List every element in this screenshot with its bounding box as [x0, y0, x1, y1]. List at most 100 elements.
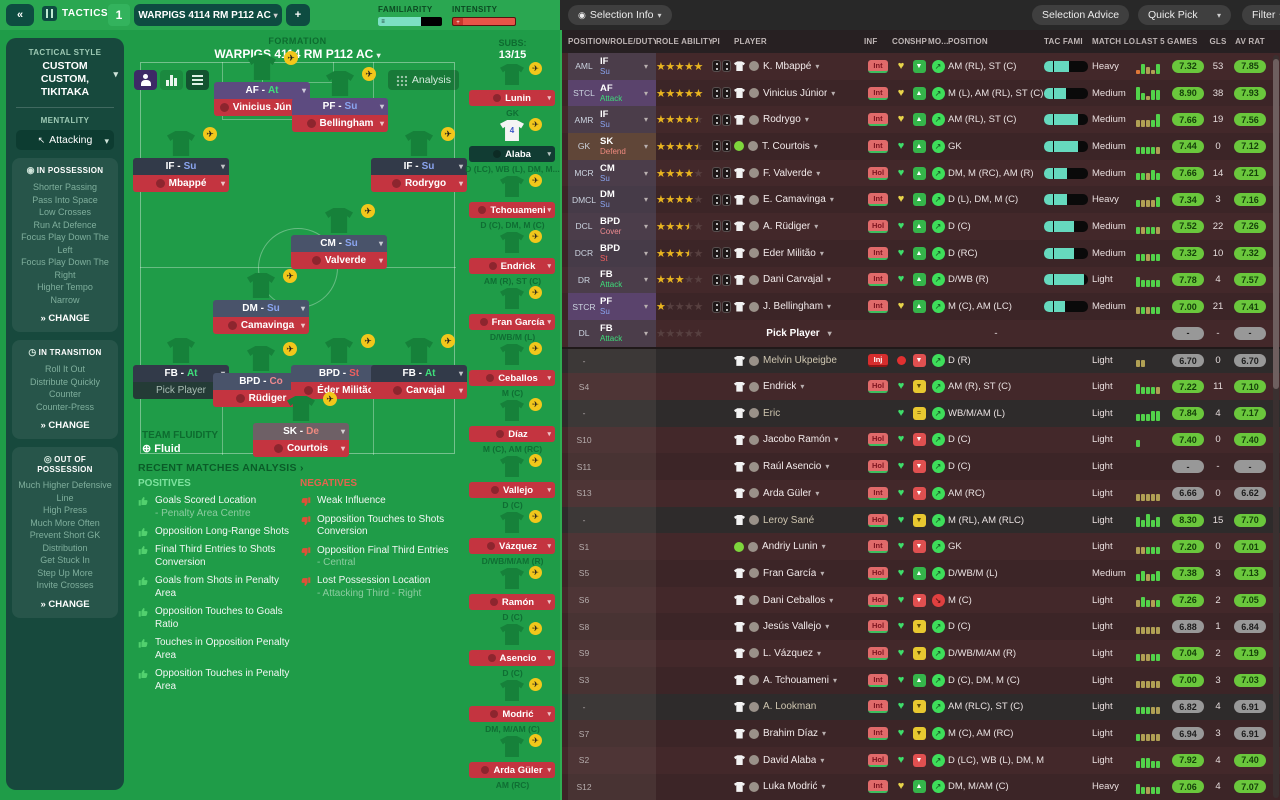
- player-row[interactable]: STCL AF Attack ▾ ★★★★★ ★★★★★ Vinicius Júnior ▾ I…: [562, 79, 1280, 107]
- back-button[interactable]: «: [6, 4, 34, 26]
- pitch-player-dropdown[interactable]: Bellingham ▾: [292, 115, 388, 132]
- pitch-role-dropdown[interactable]: IF - Su ▾: [371, 158, 467, 175]
- player-cell[interactable]: Andriy Lunin ▾: [734, 533, 864, 560]
- player-row[interactable]: S13 Arda Güler ▾ Int ♥ ▼ ↗ AM (RC) Light 6.66 0 6.6…: [562, 480, 1280, 507]
- analysis-button[interactable]: Analysis: [387, 70, 459, 90]
- sub-player-dropdown[interactable]: Díaz ▾: [469, 426, 555, 442]
- player-cell[interactable]: J. Bellingham ▾: [734, 293, 864, 320]
- sub-player-dropdown[interactable]: Fran García ▾: [469, 314, 555, 330]
- player-cell[interactable]: Vinicius Júnior ▾: [734, 80, 864, 107]
- list-view-button[interactable]: [186, 70, 209, 90]
- player-row[interactable]: S1 Andriy Lunin ▾ Int ♥ ▼ ↗ GK Light 7.20 0 7.01: [562, 533, 1280, 561]
- filter-dropdown[interactable]: Filter▾: [1242, 5, 1280, 25]
- role-duty-cell[interactable]: [600, 506, 644, 534]
- player-cell[interactable]: Melvin Ukpeigbe: [734, 349, 864, 374]
- role-duty-cell[interactable]: [600, 480, 644, 507]
- player-row[interactable]: S4 Endrick ▾ Hol ♥ ▼ ↗ AM (R), ST (C) Light 7.22 1…: [562, 373, 1280, 400]
- column-header[interactable]: MATCH LOAD: [1092, 37, 1136, 46]
- column-header[interactable]: LAST 5 GAMES: [1136, 37, 1198, 46]
- sub-player-dropdown[interactable]: Lunin ▾: [469, 90, 555, 106]
- player-row[interactable]: S11 Raúl Asencio ▾ Hol ♥ ▼ ↗ D (C) Light - - -: [562, 453, 1280, 480]
- player-cell[interactable]: David Alaba ▾: [734, 747, 864, 774]
- table-scrollbar[interactable]: [1273, 55, 1279, 798]
- player-row[interactable]: S8 Jesús Vallejo ▾ Hol ♥ ▼ ↗ D (C) Light 6.88 1 6.8…: [562, 613, 1280, 641]
- column-header[interactable]: ROLE ABILITY ▼: [656, 37, 712, 46]
- change-button[interactable]: » CHANGE: [40, 313, 90, 324]
- player-cell[interactable]: K. Mbappé ▾: [734, 53, 864, 80]
- pitch-role-dropdown[interactable]: PF - Su ▾: [292, 98, 388, 115]
- pitch-role-dropdown[interactable]: FB - At▾: [371, 365, 467, 382]
- player-row[interactable]: S9 L. Vázquez ▾ Hol ♥ ▼ ↗ D/WB/M/AM (R) Light 7.0…: [562, 640, 1280, 667]
- player-row[interactable]: S6 Dani Ceballos ▾ Hol ♥ ▼ ↘ M (C) Light 7.26 2 7.0…: [562, 586, 1280, 614]
- scrollbar-thumb[interactable]: [1273, 59, 1279, 389]
- role-duty-cell[interactable]: [600, 560, 644, 587]
- sub-player-dropdown[interactable]: Tchouameni ▾: [469, 202, 555, 218]
- player-cell[interactable]: Jacobo Ramón ▾: [734, 427, 864, 454]
- pi-icon[interactable]: [712, 140, 721, 153]
- pi-icon[interactable]: [722, 60, 731, 73]
- column-header[interactable]: TAC FAMI: [1044, 37, 1083, 46]
- role-duty-cell[interactable]: [600, 693, 644, 721]
- pi-icon[interactable]: [712, 87, 721, 100]
- column-header[interactable]: MO...: [928, 37, 948, 46]
- player-cell[interactable]: Endrick ▾: [734, 373, 864, 400]
- sub-player-dropdown[interactable]: Alaba ▾: [469, 146, 555, 162]
- selection-advice-button[interactable]: Selection Advice: [1032, 5, 1130, 25]
- player-cell[interactable]: Rodrygo ▾: [734, 106, 864, 133]
- pitch-role-dropdown[interactable]: IF - Su ▾: [133, 158, 229, 175]
- player-cell[interactable]: E. Camavinga ▾: [734, 186, 864, 213]
- role-duty-cell[interactable]: BPD St: [600, 239, 644, 267]
- pi-icon[interactable]: [722, 300, 731, 313]
- pi-icon[interactable]: [712, 193, 721, 206]
- role-duty-cell[interactable]: [600, 399, 644, 427]
- player-row[interactable]: - A. Lookman Int ♥ ▼ ↗ AM (RLC), ST (C) Light 6.…: [562, 693, 1280, 721]
- player-cell[interactable]: A. Rüdiger ▾: [734, 213, 864, 240]
- player-cell[interactable]: Fran García ▾: [734, 560, 864, 587]
- player-row[interactable]: - Leroy Sané Hol ♥ ▼ ↗ M (RL), AM (RLC) Light 8.…: [562, 506, 1280, 534]
- player-row[interactable]: S10 Jacobo Ramón ▾ Hol ♥ ▼ ↗ D (C) Light 7.40 0 7.4…: [562, 426, 1280, 454]
- quick-pick-button[interactable]: Quick Pick: [1138, 5, 1208, 25]
- player-row[interactable]: AML IF Su ▾ ★★★★★ ★★★★★ K. Mbappé ▾ Int ♥ ▼ ↗ AM (RL…: [562, 53, 1280, 80]
- pi-icon[interactable]: [722, 167, 731, 180]
- pitch-player-dropdown[interactable]: Carvajal ▾: [371, 382, 467, 399]
- pitch-role-dropdown[interactable]: CM - Su ▾: [291, 235, 387, 252]
- column-header[interactable]: SHP: [910, 37, 928, 46]
- player-row[interactable]: S12 Luka Modrić ▾ Int ♥ ▲ ↗ DM, M/AM (C) Heavy 7.…: [562, 773, 1280, 800]
- pitch-player-dropdown[interactable]: Valverde ▾: [291, 252, 387, 269]
- pi-icon[interactable]: [722, 113, 731, 126]
- pi-icon[interactable]: [712, 247, 721, 260]
- player-cell[interactable]: A. Lookman: [734, 694, 864, 721]
- role-duty-cell[interactable]: CM Su: [600, 159, 644, 187]
- column-header[interactable]: POSITION/ROLE/DUTY: [568, 37, 656, 46]
- role-duty-cell[interactable]: [600, 373, 644, 400]
- stats-view-button[interactable]: [160, 70, 183, 90]
- tactic-name-dropdown[interactable]: WARPIGS 4114 RM P112 AC ▾: [134, 4, 282, 26]
- player-row[interactable]: S3 A. Tchouameni ▾ Int ♥ ▲ ↗ D (C), DM, M (C) Li…: [562, 666, 1280, 694]
- sub-player-dropdown[interactable]: Asencio ▾: [469, 650, 555, 666]
- player-cell[interactable]: Dani Ceballos ▾: [734, 587, 864, 614]
- player-cell[interactable]: Dani Carvajal ▾: [734, 267, 864, 294]
- pi-icon[interactable]: [722, 87, 731, 100]
- role-duty-cell[interactable]: IF Su: [600, 53, 644, 80]
- player-cell[interactable]: F. Valverde ▾: [734, 160, 864, 187]
- column-header[interactable]: CON: [892, 37, 910, 46]
- player-row[interactable]: DL FB Attack ▾ ★★★★★ Pick Player ▾ - - - -: [562, 319, 1280, 347]
- column-header[interactable]: INF: [864, 37, 878, 46]
- sub-player-dropdown[interactable]: Arda Güler ▾: [469, 762, 555, 778]
- change-button[interactable]: » CHANGE: [40, 420, 90, 431]
- player-row[interactable]: - Eric ♥ = ↗ WB/M/AM (L) Light 7.84 4 7.17: [562, 399, 1280, 427]
- sub-player-dropdown[interactable]: Ramón ▾: [469, 594, 555, 610]
- tactic-slot-badge[interactable]: 1: [108, 4, 130, 26]
- column-header[interactable]: AV RAT: [1235, 37, 1265, 46]
- player-row[interactable]: - Melvin Ukpeigbe Inj ▼ ↗ D (R) Light 6.70 0 6.70: [562, 346, 1280, 374]
- pitch-role-dropdown[interactable]: AF - At ▾: [214, 82, 310, 99]
- pitch-player-dropdown[interactable]: Rodrygo ▾: [371, 175, 467, 192]
- pitch-role-dropdown[interactable]: SK - De ▾: [253, 423, 349, 440]
- role-duty-cell[interactable]: [600, 666, 644, 694]
- add-tactic-button[interactable]: +: [286, 4, 310, 26]
- pi-icon[interactable]: [712, 273, 721, 286]
- pitch-player-dropdown[interactable]: Mbappé ▾: [133, 175, 229, 192]
